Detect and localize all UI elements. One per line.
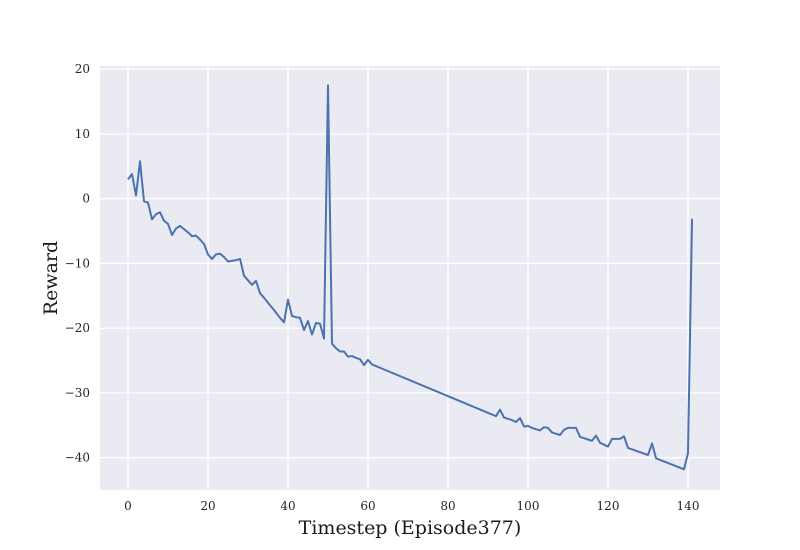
x-axis-title: Timestep (Episode377) <box>299 517 522 539</box>
y-tick-label: −40 <box>65 451 90 465</box>
x-tick-label: 0 <box>124 499 132 513</box>
plot-area <box>100 66 720 490</box>
x-tick-label: 60 <box>360 499 375 513</box>
x-tick-label: 140 <box>677 499 700 513</box>
y-tick-labels: 20 10 0 −10 −20 −30 −40 <box>65 62 90 464</box>
y-tick-label: 20 <box>75 62 90 76</box>
reward-line <box>127 84 693 471</box>
y-tick-label: −30 <box>65 386 90 400</box>
y-axis-title: Reward <box>40 241 62 315</box>
y-tick-label: 0 <box>82 192 90 206</box>
x-tick-labels: 0 20 40 60 80 100 120 140 <box>124 499 699 513</box>
x-tick-label: 120 <box>597 499 620 513</box>
y-tick-label: −20 <box>65 321 90 335</box>
y-tick-label: 10 <box>75 127 90 141</box>
x-tick-label: 40 <box>280 499 295 513</box>
x-tick-label: 100 <box>517 499 540 513</box>
x-tick-label: 20 <box>200 499 215 513</box>
x-tick-label: 80 <box>440 499 455 513</box>
grid-lines <box>100 66 720 490</box>
y-tick-label: −10 <box>65 256 90 270</box>
